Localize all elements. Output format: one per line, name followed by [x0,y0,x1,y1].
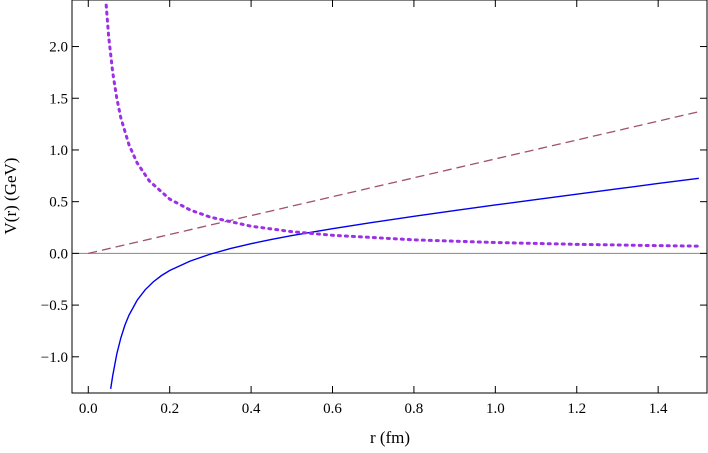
x-tick-label: 0.4 [242,401,261,417]
x-tick-label: 1.2 [567,401,586,417]
series-line-2 [88,111,700,255]
y-axis-title: V(r) (GeV) [1,158,20,235]
x-tick-label: 0.6 [323,401,342,417]
y-tick-label: 0.0 [49,246,68,262]
y-tick-label: −0.5 [41,298,68,314]
x-axis-title: r (fm) [370,428,410,447]
x-tick-label: 0.8 [405,401,424,417]
x-axis-ticks: 0.0 0.2 0.4 0.6 0.8 1.0 1.2 1.4 [79,0,668,417]
x-tick-label: 1.4 [649,401,668,417]
y-tick-label: −1.0 [41,350,68,366]
y-tick-label: 1.5 [49,91,68,107]
y-tick-label: 1.0 [49,143,68,159]
series-line-1 [109,177,699,389]
series-layer [88,3,701,389]
y-tick-label: 0.5 [49,195,68,211]
x-tick-label: 0.2 [160,401,179,417]
series-line-3 [104,3,701,248]
plot-frame [71,0,708,394]
y-axis-ticks: −1.0 −0.5 0.0 0.5 1.0 1.5 2.0 [41,40,707,366]
x-tick-label: 0.0 [79,401,98,417]
x-tick-label: 1.0 [486,401,505,417]
y-tick-label: 2.0 [49,40,68,56]
